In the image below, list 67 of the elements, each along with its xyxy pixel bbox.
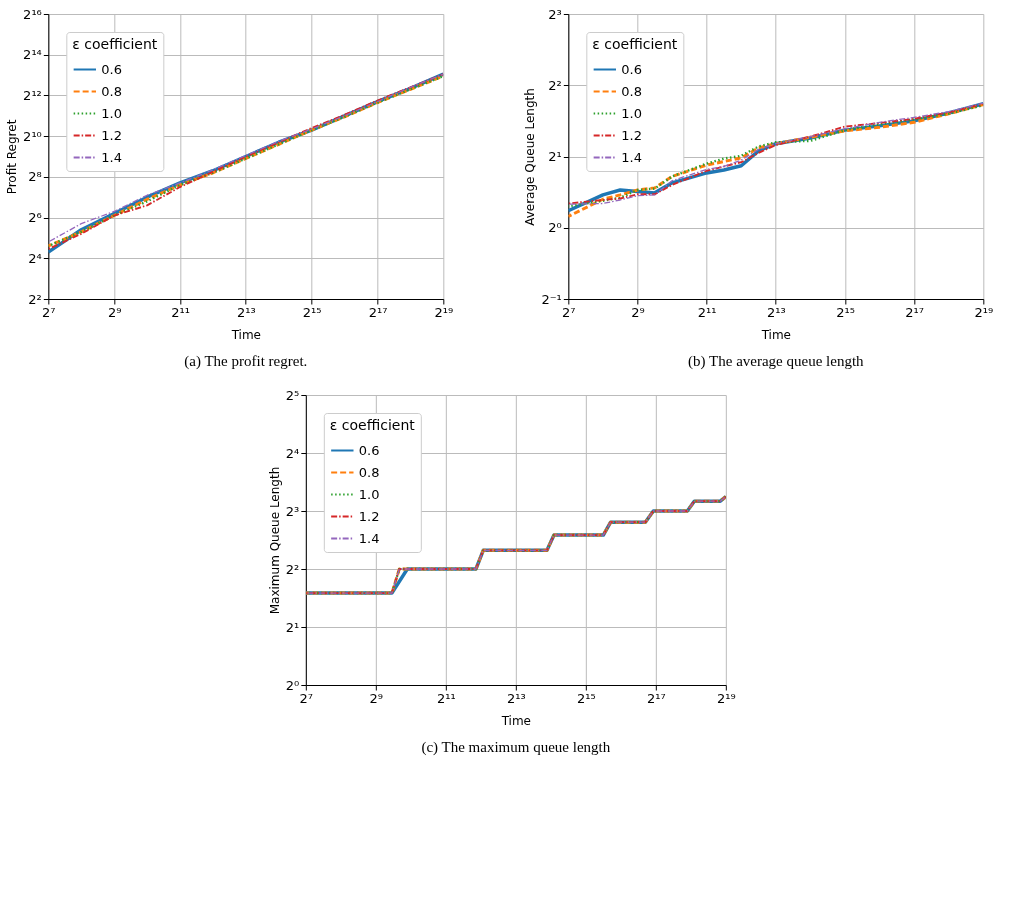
y-tick-label: 2² xyxy=(548,77,562,93)
legend-label: 1.2 xyxy=(358,508,380,524)
legend-label: 1.4 xyxy=(358,530,380,546)
legend-label: 0.6 xyxy=(101,61,123,77)
x-axis-title: Time xyxy=(230,327,262,342)
x-tick-label: 2⁹ xyxy=(107,304,122,320)
y-tick-label: 2¹ xyxy=(548,149,562,164)
y-tick-label: 2⁵ xyxy=(285,387,300,403)
y-tick-label: 2⁰ xyxy=(285,677,300,693)
x-tick-label: 2¹⁷ xyxy=(646,690,666,706)
legend-title: ε coefficient xyxy=(329,417,416,433)
legend-title: ε coefficient xyxy=(72,36,158,52)
x-tick-label: 2¹¹ xyxy=(436,690,456,706)
y-tick-label: 2¹⁶ xyxy=(23,6,42,22)
x-tick-label: 2¹⁹ xyxy=(974,304,994,320)
y-tick-label: 2¹ xyxy=(285,619,300,635)
y-tick-label: 2³ xyxy=(548,6,562,22)
x-axis-title: Time xyxy=(760,327,792,342)
x-tick-label: 2¹⁹ xyxy=(434,304,454,320)
x-tick-label: 2¹³ xyxy=(766,304,786,320)
legend-label: 1.0 xyxy=(621,105,643,121)
y-tick-label: 2¹² xyxy=(23,87,42,103)
legend-label: 0.6 xyxy=(621,61,643,77)
x-tick-label: 2¹⁷ xyxy=(905,304,925,320)
legend-label: 1.2 xyxy=(101,127,123,143)
x-tick-label: 2⁷ xyxy=(562,304,576,320)
y-tick-label: 2⁶ xyxy=(28,210,42,226)
legend-label: 1.2 xyxy=(621,127,643,143)
legend-label: 1.0 xyxy=(358,486,380,502)
y-tick-label: 2⁴ xyxy=(28,250,42,266)
y-tick-label: 2¹⁴ xyxy=(23,47,42,63)
x-tick-label: 2¹¹ xyxy=(171,304,190,320)
text: (b) The average queue length xyxy=(688,353,865,370)
y-axis-title: Profit Regret xyxy=(5,119,20,195)
y-axis-title: Average Queue Length xyxy=(523,88,538,226)
legend-label: 0.6 xyxy=(358,442,380,458)
y-tick-label: 2¹⁰ xyxy=(23,128,42,144)
legend-label: 0.8 xyxy=(358,464,380,480)
y-tick-label: 2² xyxy=(28,291,42,307)
y-tick-label: 2⁻¹ xyxy=(541,291,562,307)
x-axis-title: Time xyxy=(500,713,532,728)
legend-label: 1.4 xyxy=(621,149,643,165)
y-axis-title: Maximum Queue Length xyxy=(267,466,282,615)
y-tick-label: 2⁴ xyxy=(285,445,300,461)
x-tick-label: 2¹⁵ xyxy=(302,304,322,320)
x-tick-label: 2¹³ xyxy=(506,690,526,706)
x-tick-label: 2⁹ xyxy=(369,690,384,706)
x-tick-label: 2¹⁵ xyxy=(836,304,855,320)
x-tick-label: 2¹⁷ xyxy=(368,304,388,320)
x-tick-label: 2⁷ xyxy=(299,690,314,706)
x-tick-label: 2¹³ xyxy=(236,304,256,320)
legend-label: 0.8 xyxy=(621,83,643,99)
y-tick-label: 2⁸ xyxy=(28,169,42,185)
x-tick-label: 2¹⁵ xyxy=(576,690,596,706)
y-tick-label: 2⁰ xyxy=(548,220,562,236)
y-tick-label: 2³ xyxy=(285,503,300,519)
legend-label: 1.0 xyxy=(101,105,123,121)
legend-title: ε coefficient xyxy=(592,36,678,52)
legend-label: 1.4 xyxy=(101,149,123,165)
x-tick-label: 2⁷ xyxy=(42,304,56,320)
text: (a) The profit regret. xyxy=(184,353,308,370)
text: (c) The maximum queue length xyxy=(421,739,611,756)
x-tick-label: 2¹¹ xyxy=(697,304,717,320)
y-tick-label: 2² xyxy=(285,561,300,577)
x-tick-label: 2⁹ xyxy=(631,304,645,320)
legend-label: 0.8 xyxy=(101,83,123,99)
x-tick-label: 2¹⁹ xyxy=(716,690,736,706)
